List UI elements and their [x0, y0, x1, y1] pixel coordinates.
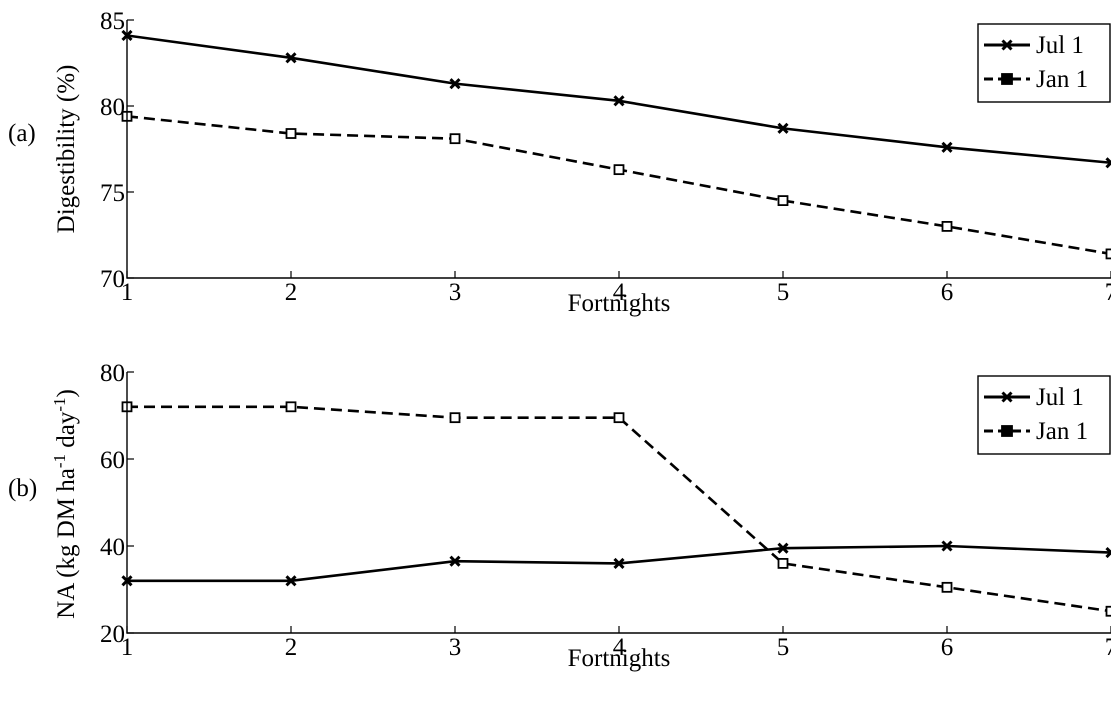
legend-swatch-marker — [1001, 425, 1013, 437]
data-point — [941, 540, 953, 552]
data-point — [449, 133, 461, 145]
y-axis-label: Digestibility (%) — [53, 65, 80, 234]
legend-entry: Jan 1 — [984, 418, 1088, 445]
series-jul-1 — [121, 29, 1111, 169]
series-line — [126, 115, 1111, 256]
legend-label: Jan 1 — [1036, 66, 1088, 93]
x-tick-label: 6 — [941, 279, 954, 306]
legend-swatch-marker — [1001, 73, 1013, 85]
series-jan-1 — [121, 401, 1111, 617]
y-label-main: NA (kg DM ha — [53, 468, 80, 619]
data-point — [941, 220, 953, 232]
legend-entry: Jul 1 — [984, 32, 1084, 59]
panel-label: (b) — [8, 475, 37, 502]
data-point — [449, 78, 461, 90]
legend: Jul 1 Jan 1 — [977, 375, 1111, 455]
x-axis-label: Fortnights — [568, 290, 671, 317]
y-label-sup1: -1 — [50, 454, 69, 468]
data-point — [1105, 546, 1111, 559]
data-point — [285, 52, 297, 64]
ticks — [126, 19, 1111, 279]
legend-entry: Jan 1 — [984, 66, 1088, 93]
y-label-end: ) — [53, 389, 80, 397]
data-point — [285, 575, 297, 587]
y-tick-label: 70 — [100, 266, 125, 293]
x-tick-label: 2 — [285, 634, 298, 661]
data-point — [941, 141, 953, 153]
y-tick-label: 20 — [100, 621, 125, 648]
legend-label: Jan 1 — [1036, 418, 1088, 445]
x-tick-label: 5 — [777, 279, 790, 306]
legend-entry: Jul 1 — [984, 384, 1084, 411]
panel-a: 1 2 3 4 5 6 7 70 75 80 85 Fortnights Digestibility… — [8, 8, 1111, 317]
data-point — [613, 557, 625, 569]
data-point — [285, 128, 297, 139]
data-point — [1105, 248, 1111, 260]
x-tick-label: 4 — [613, 279, 626, 306]
data-point — [613, 164, 625, 176]
legend-box — [977, 23, 1111, 103]
x-tick-label: 2 — [285, 279, 298, 306]
plot-content — [121, 29, 1111, 260]
data-point — [777, 122, 789, 134]
y-label-mid: day — [53, 411, 80, 454]
legend-swatch-marker — [1001, 39, 1013, 51]
axes-frame — [126, 372, 1111, 634]
data-point — [613, 95, 625, 107]
legend: Jul 1 Jan 1 — [977, 23, 1111, 103]
series-jan-1 — [121, 110, 1111, 260]
data-point — [777, 542, 789, 554]
x-tick-label: 5 — [777, 634, 790, 661]
data-point — [285, 401, 297, 413]
x-tick-label: 3 — [449, 634, 462, 661]
data-point — [941, 581, 953, 593]
data-point — [777, 558, 789, 569]
y-axis-label: NA (kg DM ha-1 day-1) — [50, 389, 81, 619]
series-jul-1 — [121, 540, 1111, 587]
x-tick-label: 4 — [613, 634, 626, 661]
y-tick-label: 40 — [100, 534, 125, 561]
x-tick-label: 6 — [941, 634, 954, 661]
y-tick-label: 75 — [100, 180, 125, 207]
x-tick-label: 1 — [121, 634, 134, 661]
data-point — [449, 412, 461, 424]
panel-label: (a) — [8, 120, 36, 147]
legend-swatch-marker — [1001, 391, 1013, 403]
data-point — [1105, 605, 1111, 617]
y-tick-label: 60 — [100, 447, 125, 474]
legend-label: Jul 1 — [1036, 384, 1084, 411]
legend-label: Jul 1 — [1036, 32, 1084, 59]
y-tick-label: 80 — [100, 94, 125, 121]
x-tick-label: 7 — [1105, 634, 1111, 661]
y-tick-label: 80 — [100, 360, 125, 387]
y-tick-label: 85 — [100, 8, 125, 35]
x-tick-label: 1 — [121, 279, 134, 306]
x-tick-label: 3 — [449, 279, 462, 306]
tick-labels: 1 2 3 4 5 6 7 20 40 60 80 — [100, 360, 1111, 661]
x-tick-label: 7 — [1105, 279, 1111, 306]
y-label-sup2: -1 — [50, 397, 69, 411]
data-point — [777, 195, 789, 207]
data-point — [1105, 157, 1111, 169]
data-point — [613, 412, 625, 424]
ticks — [126, 371, 1111, 634]
plot-content — [121, 401, 1111, 617]
x-axis-label: Fortnights — [568, 645, 671, 672]
data-point — [449, 555, 461, 567]
tick-labels: 1 2 3 4 5 6 7 70 75 80 85 — [100, 8, 1111, 306]
legend-box — [977, 375, 1111, 455]
